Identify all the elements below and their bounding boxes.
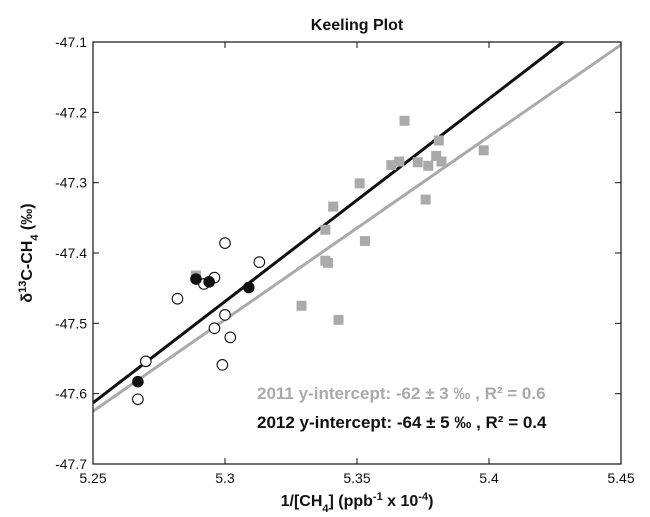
open-circle-point: [132, 393, 144, 406]
square-point: [394, 156, 405, 167]
square-point: [433, 135, 444, 146]
square-point: [296, 300, 307, 311]
filled-circle-point: [132, 375, 144, 388]
x-tick-label: 5.45: [607, 470, 634, 486]
square-point: [386, 160, 397, 171]
x-tick-label: 5.3: [215, 470, 235, 486]
open-circle-point: [224, 331, 237, 344]
filled-circle-point: [203, 276, 215, 288]
open-circle-point: [253, 256, 266, 268]
square-point: [328, 201, 339, 212]
y-tick-label: -47.6: [55, 386, 87, 402]
points-layer: [132, 115, 489, 406]
square-point: [412, 157, 423, 168]
square-point: [359, 236, 370, 247]
x-axis-label: 1/[CH4] (ppb-1 x 10-4): [281, 491, 434, 515]
square-point: [333, 314, 344, 325]
fit-lines-layer: [92, 40, 622, 413]
square-point: [436, 156, 447, 167]
annotation-2011: 2011 y-intercept: -62 ± 3 ‰ , R² = 0.6: [257, 384, 546, 403]
y-tick-label: -47.3: [55, 175, 87, 191]
open-circle-point: [171, 292, 184, 305]
square-point: [322, 257, 333, 268]
tick-labels-layer: 5.25 5.3 5.35 5.4 5.45 -47.7 -47.6 -47.5 -47.4 -4…: [55, 34, 635, 486]
fit-line-2011: [92, 43, 622, 413]
y-tick-label: -47.7: [55, 456, 87, 472]
open-circle-point: [139, 355, 152, 368]
open-circle-point: [208, 322, 221, 335]
open-circle-point: [219, 309, 231, 321]
square-point: [420, 194, 431, 205]
square-point: [320, 224, 331, 235]
x-tick-label: 5.35: [343, 470, 370, 486]
open-circle-point: [216, 358, 229, 371]
ticks-layer: [92, 41, 622, 465]
square-point: [478, 145, 489, 156]
y-axis-label: δ13C-CH4 (‰): [17, 203, 41, 302]
filled-circle-point: [190, 273, 202, 285]
filled-circle-point: [242, 281, 255, 294]
y-tick-label: -47.2: [55, 104, 87, 120]
x-tick-label: 5.25: [79, 470, 106, 486]
square-point: [431, 150, 442, 161]
open-circle-point: [219, 237, 231, 250]
square-point: [354, 178, 365, 189]
y-tick-label: -47.1: [55, 34, 87, 50]
square-point: [423, 160, 434, 171]
y-tick-label: -47.4: [55, 245, 87, 261]
chart-title: Keeling Plot: [311, 17, 404, 34]
annotation-2012: 2012 y-intercept: -64 ± 5 ‰ , R² = 0.4: [257, 413, 547, 432]
fit-line-2012: [92, 40, 564, 404]
y-tick-label: -47.5: [55, 315, 87, 331]
square-point: [399, 115, 410, 126]
x-tick-label: 5.4: [479, 470, 499, 486]
